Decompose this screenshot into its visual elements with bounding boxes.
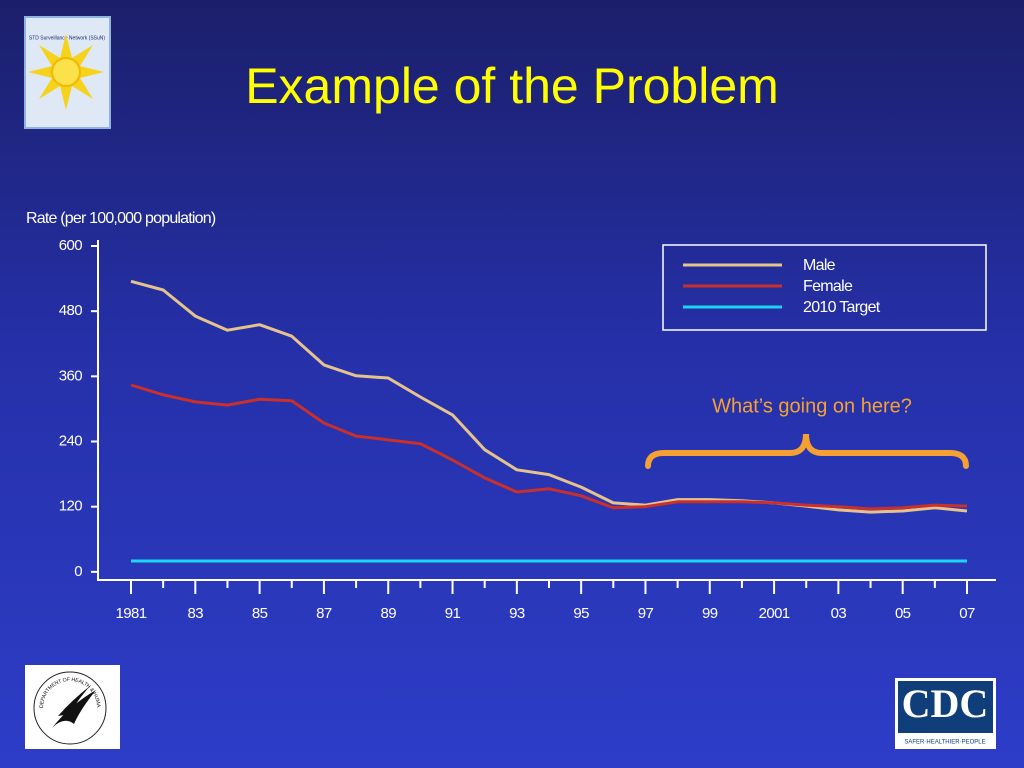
x-tick-label: 07	[959, 605, 975, 622]
y-tick-label: 0	[74, 563, 82, 580]
ssun-text: STD Surveillance Network (SSuN)	[29, 35, 105, 41]
x-tick-label: 05	[895, 605, 911, 622]
x-tick-label: 95	[573, 605, 589, 622]
y-tick-label: 600	[59, 237, 82, 254]
legend-label: 2010 Target	[803, 299, 881, 316]
x-tick-label: 85	[252, 605, 268, 622]
legend-box	[662, 244, 987, 331]
brace	[645, 433, 969, 469]
cdc-text: CDC	[902, 681, 989, 726]
y-tick-label: 480	[59, 302, 82, 319]
x-tick-label: 87	[316, 605, 332, 622]
cdc-logo: CDC SAFER·HEALTHIER·PEOPLE	[895, 678, 996, 749]
annotation: What’s going on here?	[712, 395, 912, 417]
y-axis-title: Rate (per 100,000 population)	[26, 210, 216, 227]
cdc-tagline: SAFER·HEALTHIER·PEOPLE	[904, 740, 985, 746]
legend-label: Female	[803, 278, 853, 295]
y-tick-label: 120	[59, 498, 82, 515]
legend-label: Male	[803, 257, 836, 274]
x-tick-label: 83	[188, 605, 204, 622]
x-tick-label: 03	[831, 605, 847, 622]
y-tick-label: 240	[59, 432, 82, 449]
x-tick-label: 99	[702, 605, 718, 622]
x-tick-label: 89	[380, 605, 396, 622]
y-tick-label: 360	[59, 367, 82, 384]
x-tick-label: 93	[509, 605, 525, 622]
slide-title: Example of the Problem	[245, 58, 779, 114]
x-tick-label: 1981	[116, 605, 147, 622]
series-line	[130, 279, 968, 514]
x-tick-label: 97	[638, 605, 654, 622]
ssun-logo: STD Surveillance Network (SSuN)	[24, 16, 111, 129]
series-line	[130, 383, 968, 511]
x-tick-label: 91	[445, 605, 461, 622]
x-tick-label: 2001	[759, 605, 790, 622]
